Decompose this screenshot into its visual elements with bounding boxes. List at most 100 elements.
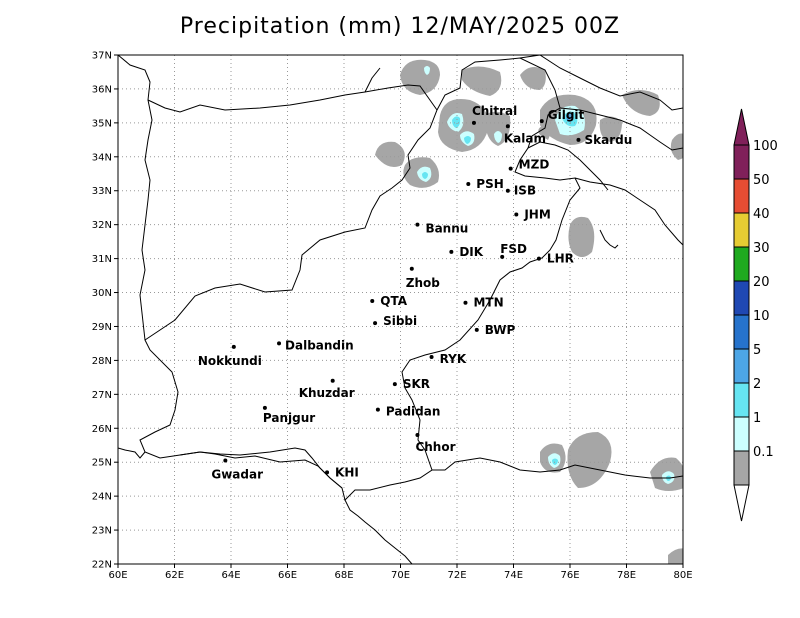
coastline xyxy=(118,447,146,459)
precip-area xyxy=(670,133,683,160)
india-border xyxy=(574,177,683,246)
city-label: Nokkundi xyxy=(198,354,262,368)
lat-tick-label: 31N xyxy=(92,254,112,265)
precip-area xyxy=(494,131,502,143)
city-marker xyxy=(536,256,541,261)
lat-tick-label: 35N xyxy=(92,118,112,129)
map-title: Precipitation (mm) 12/MAY/2025 00Z xyxy=(179,14,621,39)
colorbar-label: 2 xyxy=(753,377,761,392)
lat-tick-label: 22N xyxy=(92,560,112,571)
city-marker xyxy=(474,327,479,332)
city-marker xyxy=(500,254,505,259)
city-label: MZD xyxy=(519,158,550,172)
lon-tick-label: 64E xyxy=(221,570,240,581)
city-label: KHI xyxy=(335,465,359,479)
city-label: Kalam xyxy=(504,131,546,145)
lat-tick-label: 23N xyxy=(92,526,112,537)
city-label: RYK xyxy=(440,352,467,366)
city-marker xyxy=(429,355,434,360)
colorbar-label: 100 xyxy=(753,139,778,154)
china-border xyxy=(559,107,683,151)
precipitation-field xyxy=(375,59,683,564)
precip-area xyxy=(452,116,461,128)
city-label: ISB xyxy=(514,184,536,198)
colorbar-segment xyxy=(733,382,750,418)
city-label: MTN xyxy=(473,296,503,310)
colorbar-segment xyxy=(733,178,750,214)
city-marker xyxy=(370,299,375,304)
lon-tick-label: 66E xyxy=(278,570,297,581)
city-marker xyxy=(539,119,544,124)
china-border xyxy=(519,55,683,111)
lon-tick-label: 68E xyxy=(334,570,353,581)
colorbar-segment xyxy=(733,280,750,316)
city-label: Sibbi xyxy=(383,314,417,328)
precip-area xyxy=(424,66,430,75)
colorbar-label: 5 xyxy=(753,343,761,358)
city-label: BWP xyxy=(485,323,516,337)
city-label: Gilgit xyxy=(548,108,585,122)
colorbar-top-arrow xyxy=(733,108,750,146)
city-label: Panjgur xyxy=(263,411,315,425)
colorbar-segment xyxy=(733,416,750,452)
afghanistan-border xyxy=(147,84,438,113)
lon-tick-label: 72E xyxy=(447,570,466,581)
city-marker xyxy=(505,188,510,193)
precip-area xyxy=(622,90,660,116)
city-label: PSH xyxy=(476,177,503,191)
precip-area xyxy=(668,548,683,564)
grid-lines xyxy=(118,55,683,564)
city-label: Bannu xyxy=(425,222,468,236)
lon-tick-label: 60E xyxy=(108,570,127,581)
lat-tick-label: 27N xyxy=(92,390,112,401)
city-marker xyxy=(375,407,380,412)
city-label: FSD xyxy=(500,242,527,256)
colorbar-label: 50 xyxy=(753,173,770,188)
colorbar-bottom-arrow xyxy=(733,484,750,522)
colorbar-legend: 100 50 40 30 20 10 5 2 1 0.1 xyxy=(733,108,778,522)
precip-area xyxy=(568,216,595,257)
afghanistan-iran-border xyxy=(118,55,153,341)
disputed-border xyxy=(527,141,609,191)
precip-area xyxy=(538,125,550,140)
lat-tick-label: 25N xyxy=(92,458,112,469)
city-marker xyxy=(576,137,581,142)
colorbar-segment xyxy=(733,450,750,486)
lon-tick-label: 74E xyxy=(504,570,523,581)
lat-tick-label: 29N xyxy=(92,322,112,333)
lon-tick-label: 62E xyxy=(165,570,184,581)
city-marker xyxy=(514,212,519,217)
precip-area xyxy=(375,141,405,168)
city-label: Padidan xyxy=(386,405,441,419)
lat-tick-label: 24N xyxy=(92,492,112,503)
city-label: Zhob xyxy=(406,276,440,290)
precip-area xyxy=(462,66,502,96)
colorbar-label: 10 xyxy=(753,309,770,324)
map-axes: 22N 23N 24N 25N 26N 27N 28N 29N 30N 31N 32N 33N 34N 3… xyxy=(92,51,693,582)
city-marker xyxy=(373,321,378,326)
city-label: Skardu xyxy=(584,133,632,147)
precip-area xyxy=(464,136,471,144)
lat-tick-label: 32N xyxy=(92,220,112,231)
city-marker xyxy=(409,266,414,271)
coastline xyxy=(432,457,683,479)
city-marker xyxy=(505,124,510,129)
city-marker xyxy=(415,222,420,227)
city-marker xyxy=(449,249,454,254)
city-label: JHM xyxy=(523,207,550,221)
city-label: QTA xyxy=(380,294,407,308)
precip-area xyxy=(567,432,612,488)
lon-tick-label: 80E xyxy=(673,570,692,581)
lon-tick-label: 76E xyxy=(560,570,579,581)
city-label: LHR xyxy=(547,252,574,266)
city-label: DIK xyxy=(459,245,483,259)
lat-tick-label: 36N xyxy=(92,84,112,95)
city-label: Gwadar xyxy=(211,468,263,482)
city-marker xyxy=(277,341,282,346)
city-marker xyxy=(325,470,330,475)
city-label: Dalbandin xyxy=(285,338,354,352)
lat-tick-label: 34N xyxy=(92,152,112,163)
lat-tick-label: 30N xyxy=(92,288,112,299)
colorbar-label: 0.1 xyxy=(753,445,774,460)
